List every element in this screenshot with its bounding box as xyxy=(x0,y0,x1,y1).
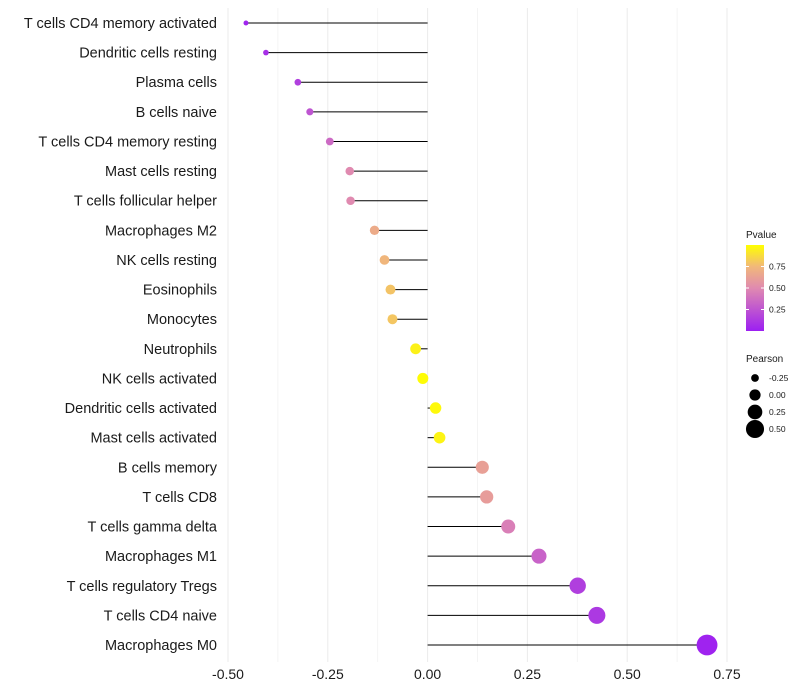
point-3 xyxy=(306,108,314,116)
point-11 xyxy=(410,343,422,355)
point-16 xyxy=(480,490,494,504)
point-15 xyxy=(475,460,489,474)
x-tick-label: 0.25 xyxy=(514,666,541,682)
category-label: T cells regulatory Tregs xyxy=(67,579,217,595)
category-label: Mast cells resting xyxy=(105,164,217,180)
category-label: T cells follicular helper xyxy=(74,194,217,210)
pvalue-tick-label: 0.50 xyxy=(769,283,786,293)
category-label: Neutrophils xyxy=(144,342,217,358)
category-label: B cells memory xyxy=(118,460,218,476)
category-label: Monocytes xyxy=(147,312,217,328)
point-8 xyxy=(379,255,390,265)
point-7 xyxy=(369,225,380,236)
x-tick-label: 0.50 xyxy=(614,666,641,682)
pearson-legend-dot xyxy=(747,404,763,420)
point-14 xyxy=(433,431,446,444)
point-5 xyxy=(345,166,355,176)
x-tick-label: 0.00 xyxy=(414,666,441,682)
pearson-legend-dot xyxy=(751,374,759,382)
pearson-legend-label: -0.25 xyxy=(769,373,789,383)
category-label: Mast cells activated xyxy=(90,431,217,447)
pearson-legend: Pearson -0.25 0.00 0.25 0.50 xyxy=(745,354,789,439)
lollipop-points xyxy=(243,20,718,656)
category-label: Plasma cells xyxy=(136,75,217,91)
category-label: NK cells activated xyxy=(102,371,217,387)
point-18 xyxy=(531,548,547,564)
pearson-legend-title: Pearson xyxy=(746,354,783,365)
point-19 xyxy=(569,577,586,594)
pearson-legend-label: 0.50 xyxy=(769,424,786,434)
point-10 xyxy=(387,314,398,325)
point-20 xyxy=(588,606,606,624)
pearson-legend-label: 0.25 xyxy=(769,407,786,417)
pvalue-tick-label: 0.75 xyxy=(769,262,786,272)
point-17 xyxy=(501,519,516,534)
pearson-legend-dot xyxy=(745,419,765,439)
point-9 xyxy=(385,284,396,295)
point-12 xyxy=(417,372,429,384)
point-4 xyxy=(325,137,334,146)
category-label: B cells naive xyxy=(136,105,217,121)
category-label: T cells CD4 memory resting xyxy=(38,134,217,150)
point-21 xyxy=(696,634,718,656)
point-2 xyxy=(294,78,302,86)
x-tick-label: -0.50 xyxy=(212,666,244,682)
category-labels: T cells CD4 memory activated Dendritic ce… xyxy=(24,16,218,654)
point-1 xyxy=(263,49,269,56)
pvalue-legend-title: Pvalue xyxy=(746,230,777,241)
pvalue-colorbar xyxy=(746,245,764,331)
point-6 xyxy=(346,196,355,205)
lollipop-segments xyxy=(245,22,708,646)
point-0 xyxy=(243,20,249,26)
category-label: NK cells resting xyxy=(116,253,217,269)
grid-lines xyxy=(227,8,728,662)
category-label: T cells CD4 naive xyxy=(104,608,217,624)
pearson-legend-label: 0.00 xyxy=(769,390,786,400)
category-label: Macrophages M0 xyxy=(105,638,217,654)
category-label: Eosinophils xyxy=(143,283,217,299)
category-label: Macrophages M1 xyxy=(105,549,217,565)
category-label: T cells CD4 memory activated xyxy=(24,16,217,32)
pearson-legend-dot xyxy=(749,389,761,401)
category-label: Dendritic cells activated xyxy=(65,401,217,417)
point-13 xyxy=(429,402,442,414)
x-tick-labels: -0.50 -0.25 0.00 0.25 0.50 0.75 xyxy=(212,666,741,682)
category-label: T cells gamma delta xyxy=(88,520,218,536)
category-label: T cells CD8 xyxy=(142,490,217,506)
category-label: Macrophages M2 xyxy=(105,223,217,239)
category-label: Dendritic cells resting xyxy=(79,46,217,62)
x-tick-label: -0.25 xyxy=(312,666,344,682)
pvalue-tick-label: 0.25 xyxy=(769,305,786,315)
x-tick-label: 0.75 xyxy=(713,666,740,682)
pvalue-legend: Pvalue 0.25 0.50 0.75 xyxy=(746,230,786,331)
